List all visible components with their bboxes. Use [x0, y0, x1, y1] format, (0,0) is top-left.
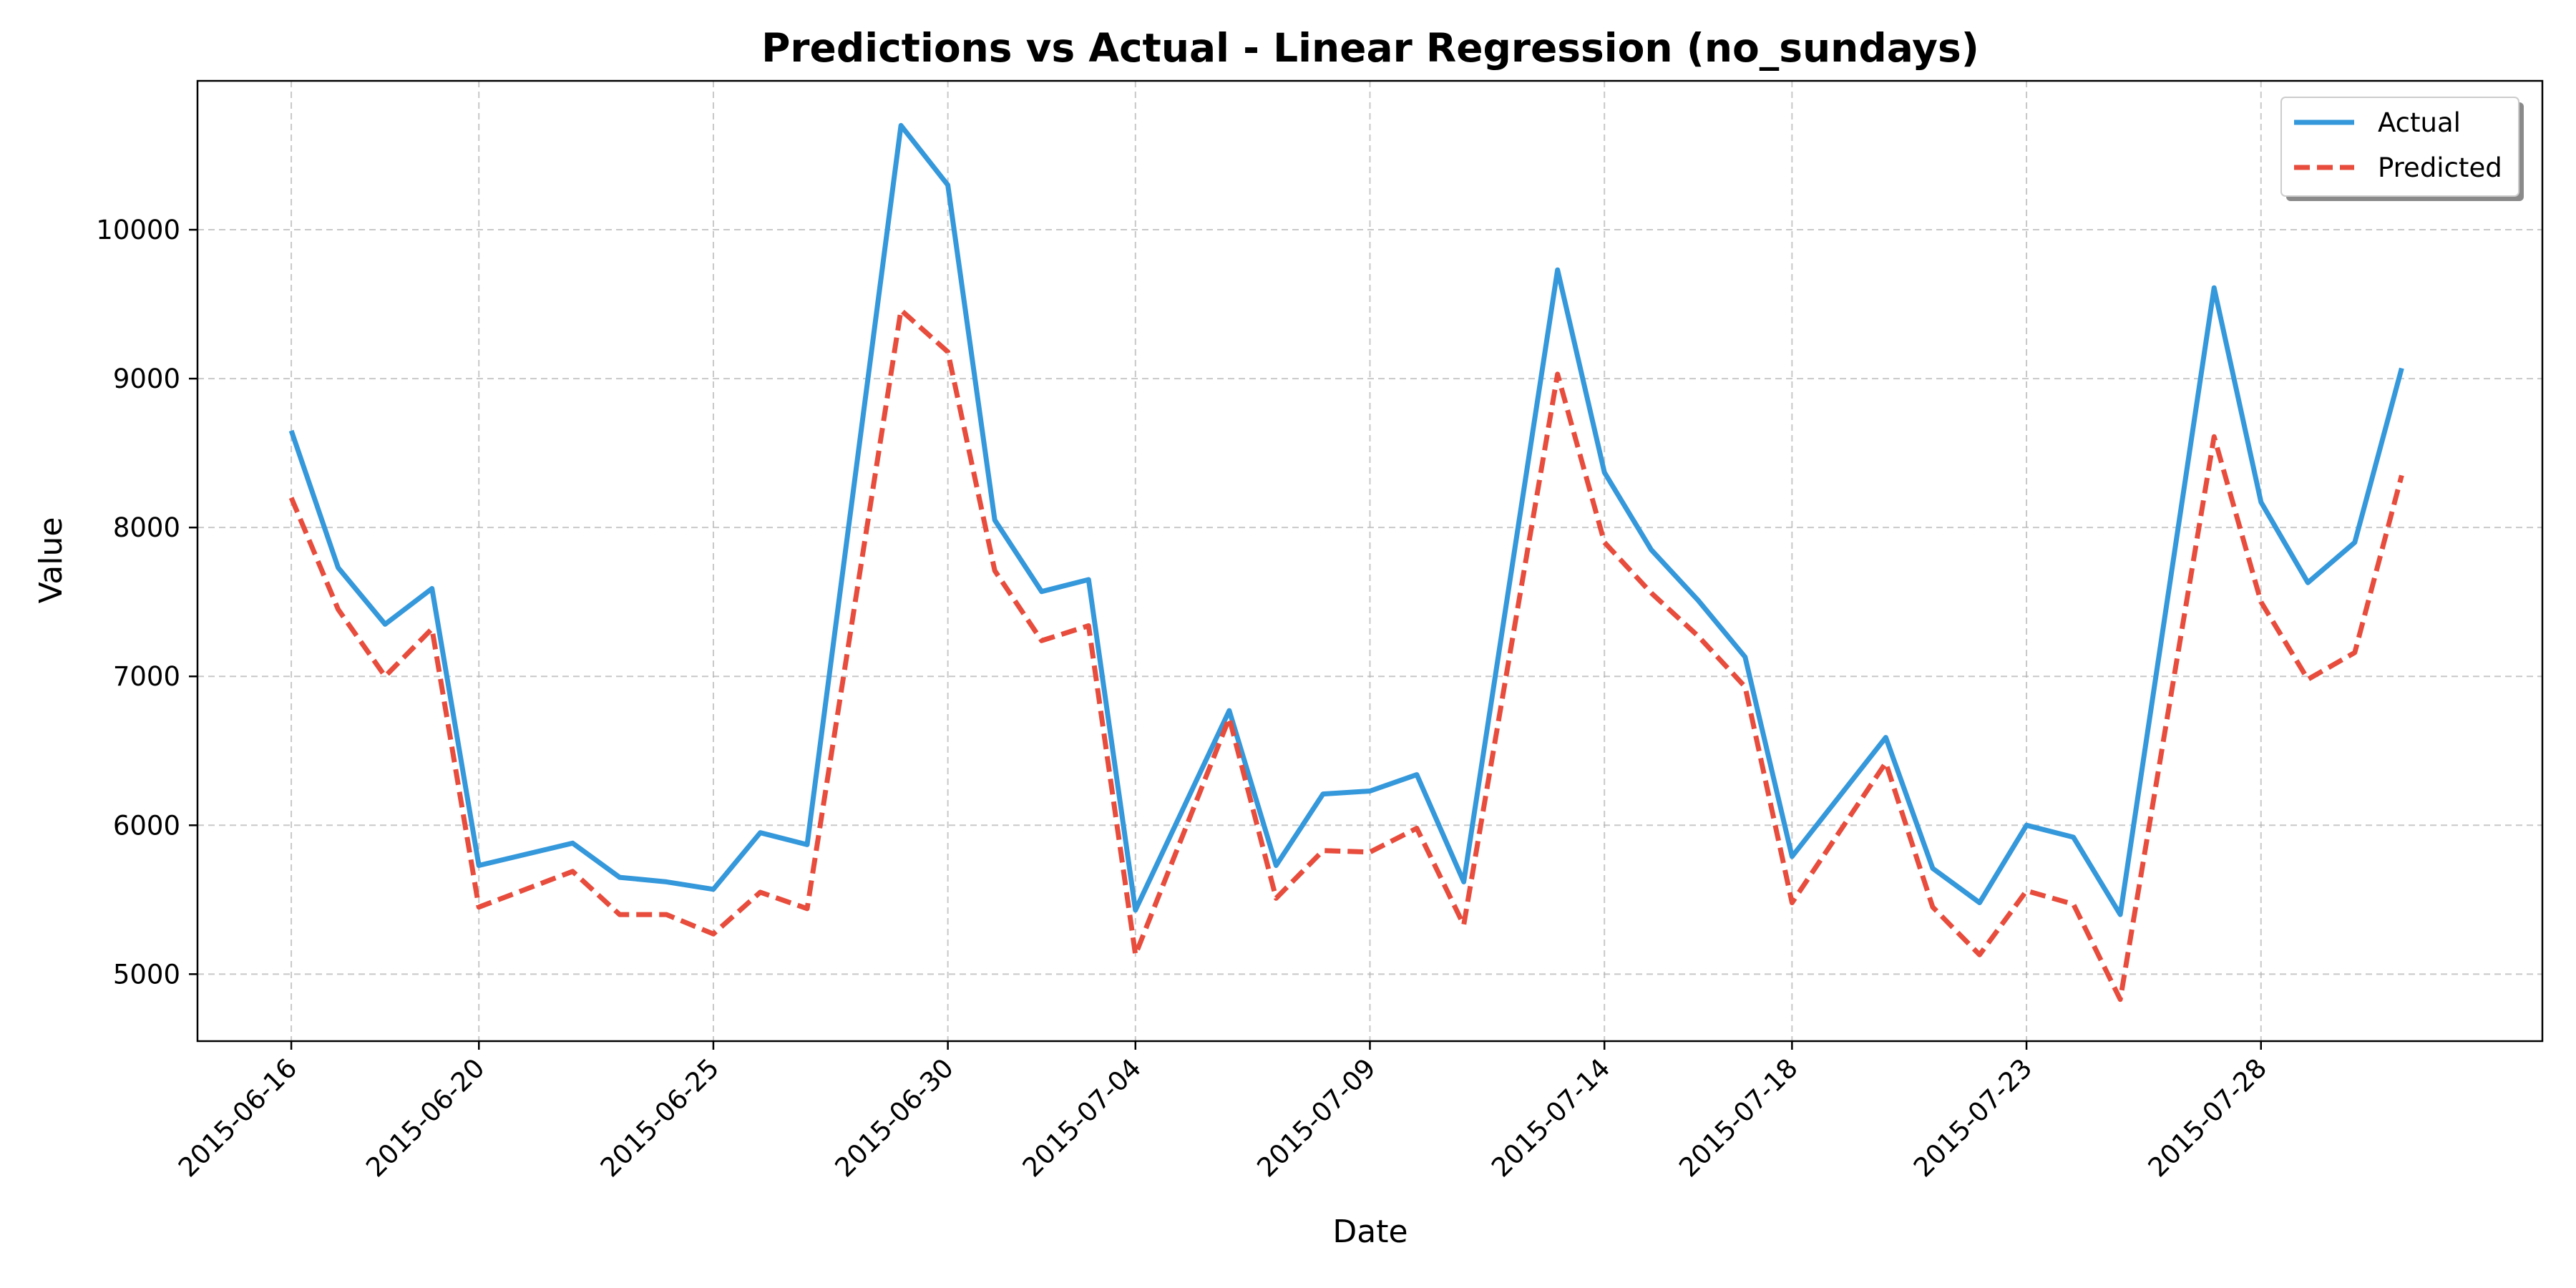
- y-tick-label: 5000: [113, 959, 180, 990]
- x-axis-label: Date: [1332, 1214, 1407, 1250]
- y-axis-label: Value: [33, 517, 69, 604]
- series-line-actual: [288, 122, 2404, 917]
- legend-label-actual: Actual: [2378, 107, 2461, 138]
- y-tick-label: 10000: [96, 215, 180, 245]
- legend: Actual Predicted: [2280, 97, 2524, 201]
- chart-title: Predictions vs Actual - Linear Regressio…: [761, 25, 1979, 71]
- series-group: [288, 122, 2404, 1002]
- legend-label-predicted: Predicted: [2378, 152, 2502, 183]
- y-axis: 5000 6000 7000 8000 9000 10000: [96, 215, 197, 990]
- series-line-predicted: [288, 307, 2404, 1002]
- y-tick-label: 6000: [113, 810, 180, 841]
- y-tick-label: 8000: [113, 512, 180, 543]
- y-tick-label: 9000: [113, 364, 180, 394]
- y-tick-label: 7000: [113, 661, 180, 692]
